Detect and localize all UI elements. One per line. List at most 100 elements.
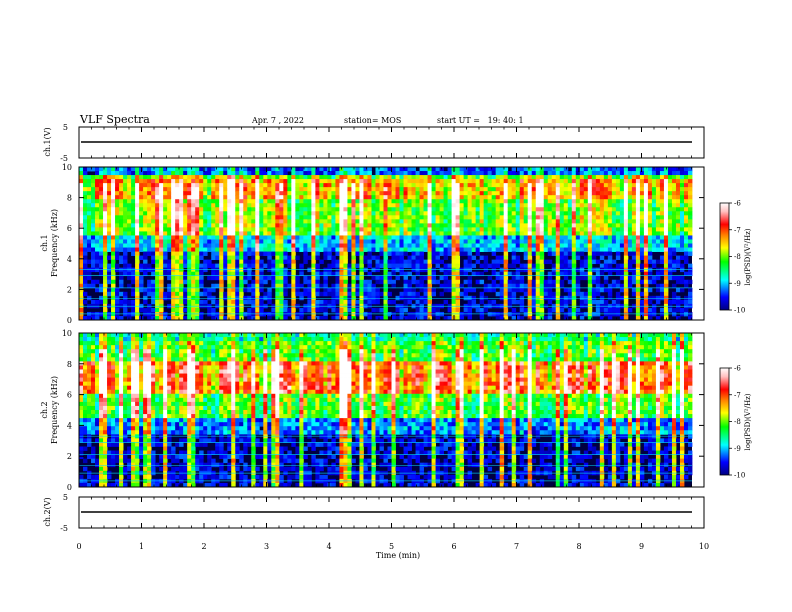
spectrogram-cell: [587, 167, 593, 172]
spectrogram-cell: [331, 235, 336, 240]
spectrogram-cell: [115, 247, 120, 252]
spectrogram-cell: [203, 291, 208, 297]
spectrogram-cell: [223, 195, 228, 200]
spectrogram-cell: [335, 239, 340, 244]
spectrogram-cell: [331, 299, 336, 305]
spectrogram-cell: [191, 215, 196, 220]
spectrogram-cell: [191, 219, 196, 224]
spectrogram-cell: [199, 243, 204, 248]
spectrogram-cell: [331, 247, 336, 252]
spectrogram-cell: [555, 291, 561, 297]
spectrogram-cell: [539, 203, 545, 208]
spectrogram-cell: [351, 223, 356, 228]
spectrogram-cell: [615, 175, 621, 180]
spectrogram-cell: [315, 227, 320, 232]
spectrogram-cell: [127, 243, 132, 248]
spectrogram-cell: [539, 263, 545, 269]
spectrogram-cell: [447, 243, 453, 248]
spectrogram-cell: [343, 215, 348, 220]
spectrogram-cell: [331, 283, 336, 289]
spectrogram-cell: [347, 263, 352, 269]
spectrogram-cell: [319, 315, 324, 321]
spectrogram-cell: [283, 283, 288, 289]
spectrogram-cell: [671, 227, 677, 232]
spectrogram-cell: [467, 239, 473, 244]
spectrogram-cell: [595, 243, 601, 248]
spectrogram-cell: [523, 231, 529, 236]
spectrogram-cell: [423, 195, 428, 200]
spectrogram-cell: [639, 267, 645, 273]
spectrogram-cell: [595, 203, 601, 208]
spectrogram-cell: [147, 247, 152, 252]
spectrogram-cell: [311, 207, 316, 212]
spectrogram-cell: [351, 255, 356, 261]
spectrogram-cell: [603, 307, 609, 313]
spectrogram-cell: [319, 291, 324, 297]
spectrogram-cell: [79, 207, 84, 212]
spectrogram-cell: [259, 183, 264, 188]
spectrogram-cell: [271, 179, 276, 184]
spectrogram-cell: [231, 271, 236, 277]
spectrogram-cell: [247, 307, 252, 313]
spectrogram-cell: [143, 187, 148, 192]
spectrogram-cell: [87, 283, 92, 289]
spectrogram-cell: [343, 179, 348, 184]
spectrogram-cell: [619, 243, 625, 248]
spectrogram-cell: [319, 259, 324, 265]
spectrogram-cell: [219, 199, 224, 204]
spectrogram-cell: [619, 283, 625, 289]
spectrogram-cell: [395, 307, 400, 313]
spectrogram-cell: [319, 239, 324, 244]
spectrogram-cell: [531, 167, 537, 172]
spectrogram-cell: [611, 239, 617, 244]
spectrogram-cell: [191, 191, 196, 196]
spectrogram-cell: [163, 179, 168, 184]
spectrogram-cell: [275, 183, 280, 188]
spectrogram-cell: [287, 219, 292, 224]
spectrogram-cell: [295, 195, 300, 200]
spectrogram-cell: [571, 179, 577, 184]
spectrogram-cell: [603, 263, 609, 269]
spectrogram-cell: [447, 211, 453, 216]
spectrogram-cell: [359, 251, 364, 256]
spectrogram-cell: [239, 263, 244, 269]
spectrogram-cell: [643, 175, 649, 180]
spectrogram-cell: [583, 247, 589, 252]
spectrogram-cell: [403, 279, 408, 285]
spectrogram-cell: [379, 175, 384, 180]
spectrogram-cell: [495, 207, 501, 212]
spectrogram-cell: [559, 251, 565, 256]
spectrogram-cell: [179, 243, 184, 248]
spectrogram-cell: [115, 179, 120, 184]
spectrogram-cell: [379, 231, 384, 236]
spectrogram-cell: [223, 263, 228, 269]
spectrogram-cell: [655, 247, 661, 252]
spectrogram-cell: [371, 247, 376, 252]
spectrogram-cell: [223, 231, 228, 236]
spectrogram-cell: [527, 179, 533, 184]
spectrogram-cell: [503, 291, 509, 297]
spectrogram-cell: [295, 227, 300, 232]
spectrogram-cell: [191, 239, 196, 244]
spectrogram-cell: [151, 171, 156, 176]
spectrogram-cell: [291, 191, 296, 196]
spectrogram-cell: [615, 299, 621, 305]
spectrogram-cell: [479, 167, 485, 172]
spectrogram-cell: [519, 207, 525, 212]
spectrogram-cell: [527, 231, 533, 236]
spectrogram-cell: [111, 215, 116, 220]
spectrogram-cell: [547, 239, 553, 244]
spectrogram-cell: [375, 191, 380, 196]
spectrogram-cell: [499, 227, 505, 232]
spectrogram-cell: [319, 227, 324, 232]
spectrogram-cell: [639, 187, 645, 192]
spectrogram-cell: [403, 179, 408, 184]
spectrogram-cell: [327, 287, 332, 293]
spectrogram-cell: [583, 187, 589, 192]
spectrogram-cell: [259, 299, 264, 305]
spectrogram-cell: [447, 207, 453, 212]
spectrogram-cell: [295, 191, 300, 196]
spectrogram-cell: [391, 183, 396, 188]
spectrogram-cell: [215, 267, 220, 273]
spectrogram-cell: [663, 243, 669, 248]
